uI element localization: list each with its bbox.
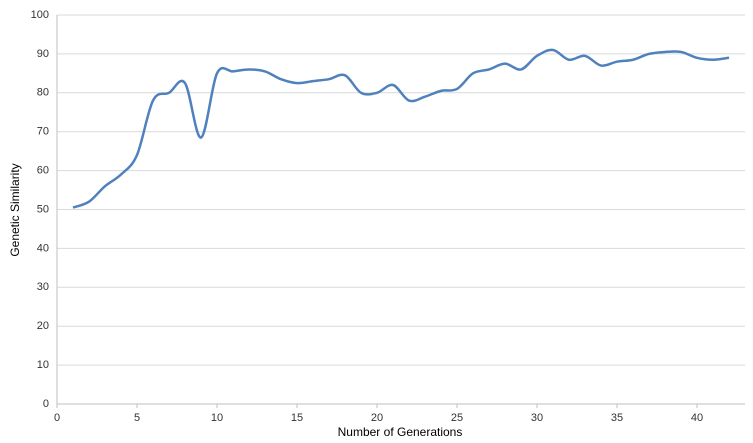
x-tick-label: 30: [531, 412, 543, 424]
y-axis-title: Genetic Similarity: [8, 163, 22, 256]
y-tick-label: 90: [37, 48, 49, 60]
y-tick-label: 50: [37, 203, 49, 215]
y-tick-label: 60: [37, 165, 49, 177]
x-tick-label: 5: [134, 412, 140, 424]
x-tick-label: 10: [211, 412, 223, 424]
x-tick-label: 20: [371, 412, 383, 424]
x-axis-title: Number of Generations: [338, 425, 463, 439]
y-tick-label: 30: [37, 281, 49, 293]
x-tick-label: 0: [54, 412, 60, 424]
data-line: [72, 48, 730, 209]
y-tick-label: 20: [37, 320, 49, 332]
y-tick-label: 100: [31, 9, 49, 21]
y-tick-label: 10: [37, 359, 49, 371]
x-tick-label: 40: [691, 412, 703, 424]
x-tick-label: 35: [611, 412, 623, 424]
y-tick-label: 80: [37, 87, 49, 99]
y-tick-label: 70: [37, 126, 49, 138]
x-tick-label: 25: [451, 412, 463, 424]
x-tick-label: 15: [291, 412, 303, 424]
y-tick-label: 40: [37, 242, 49, 254]
y-tick-label: 0: [43, 398, 49, 410]
